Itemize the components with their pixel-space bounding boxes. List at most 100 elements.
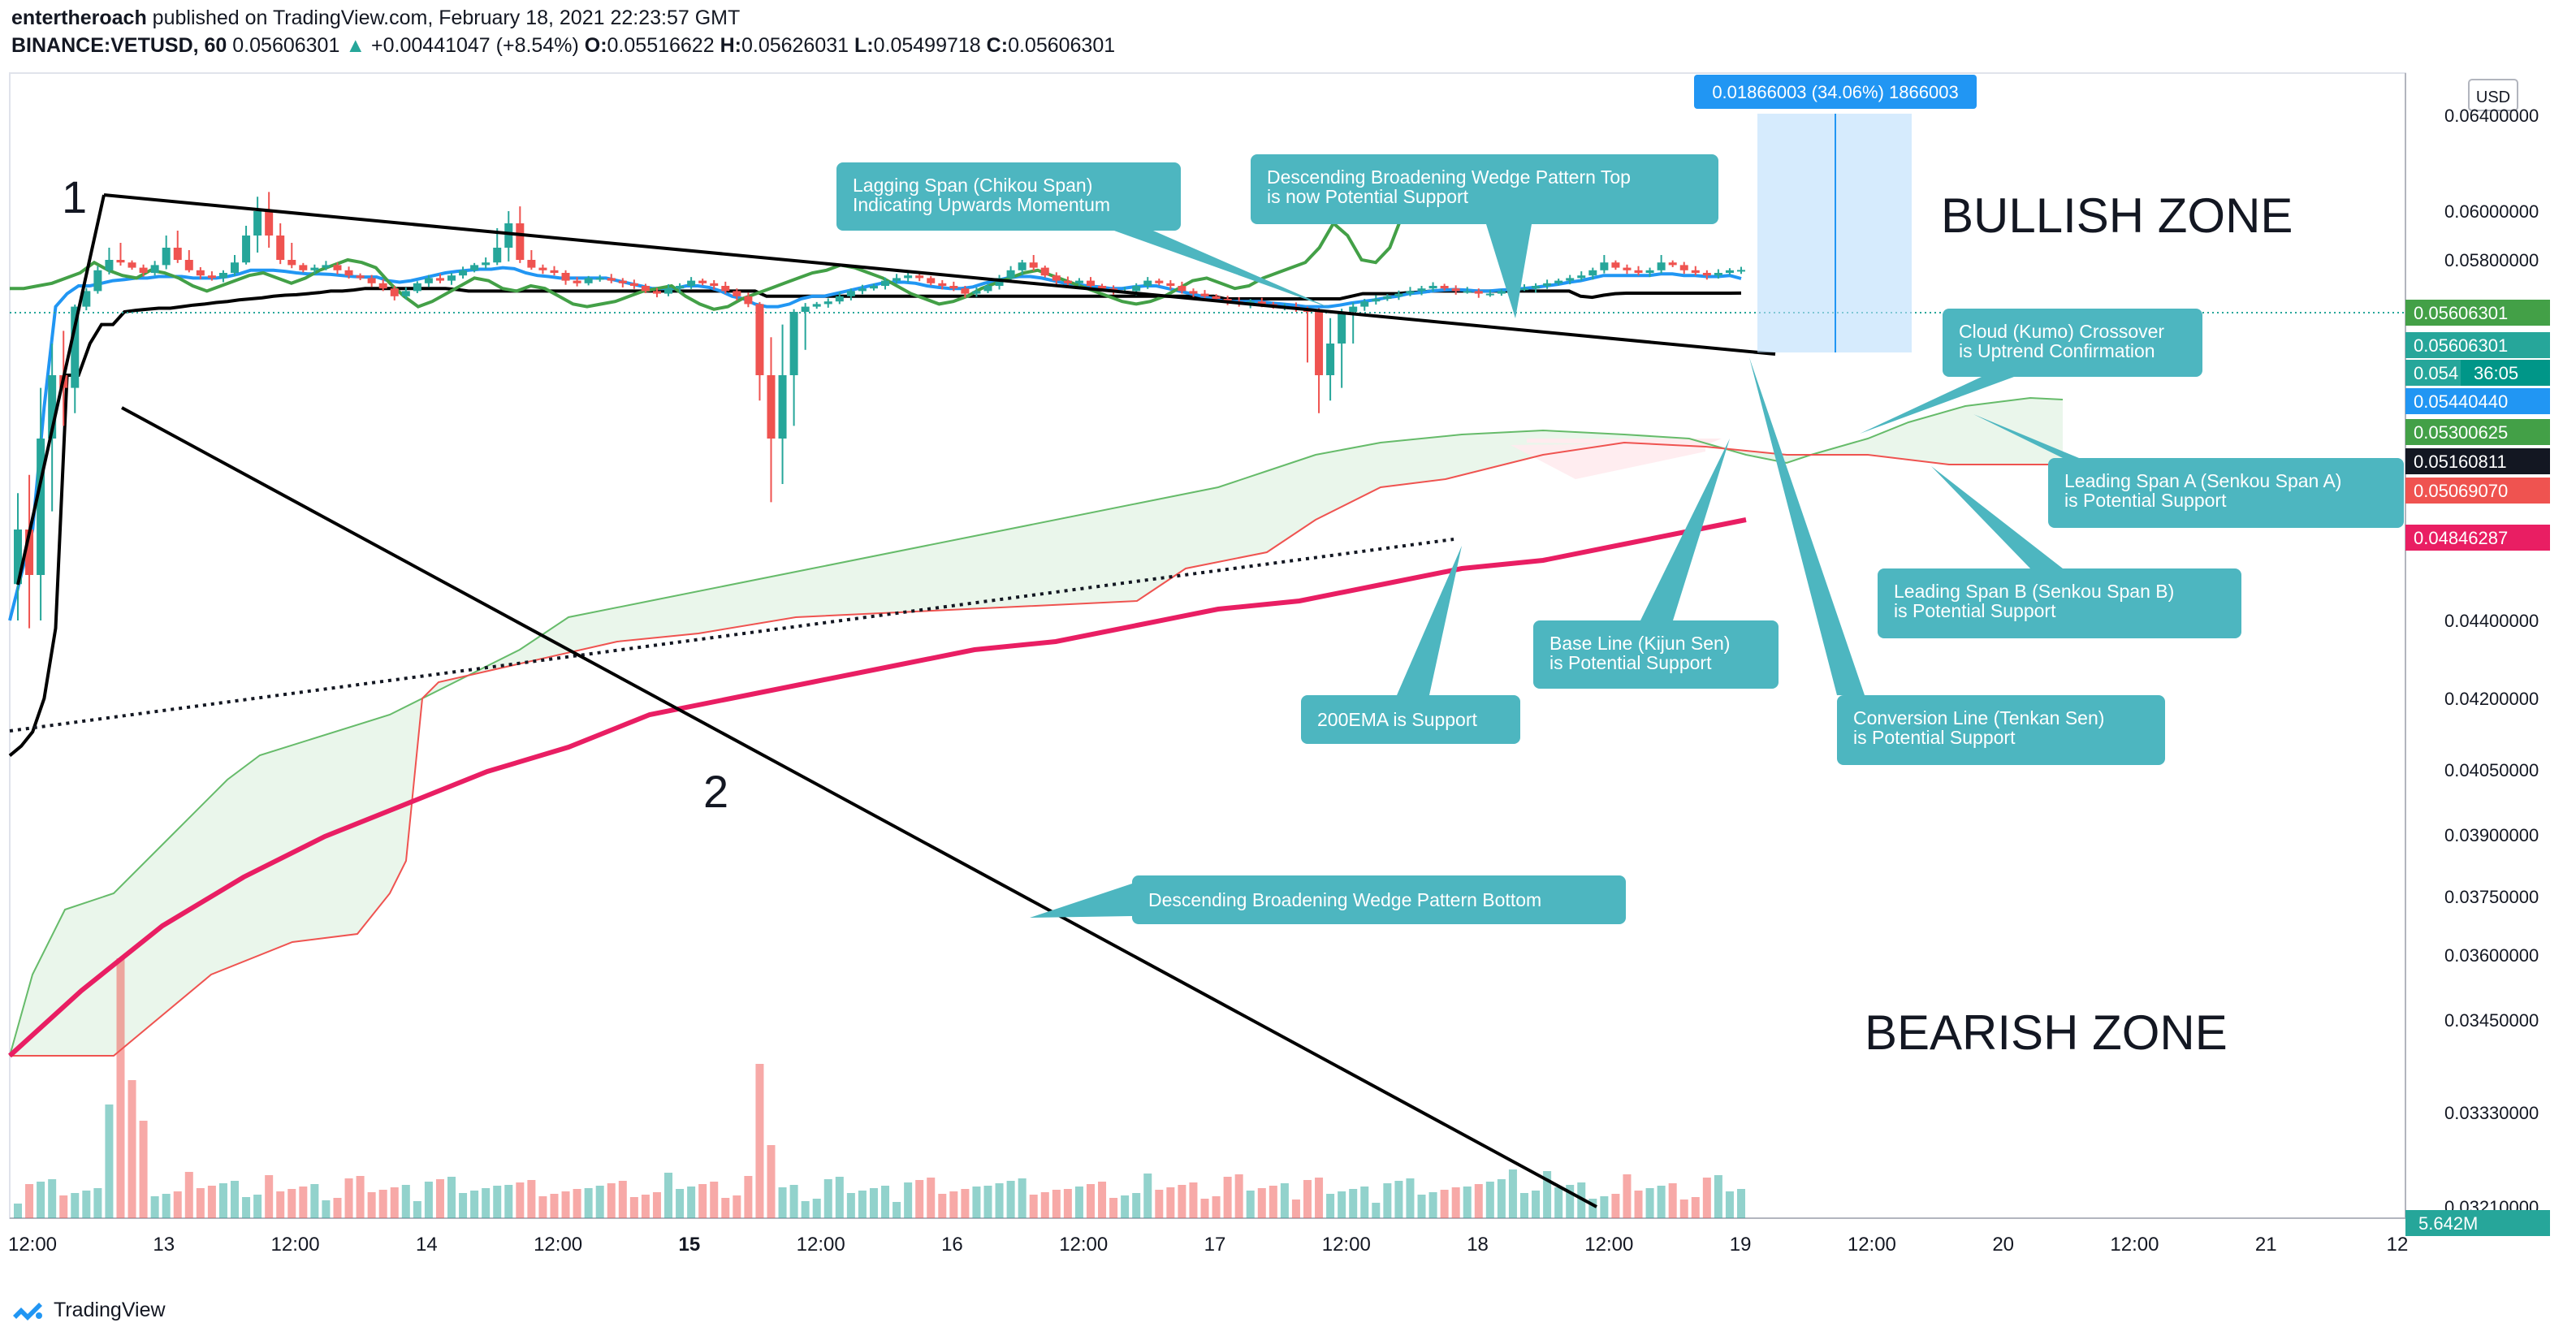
candle-body: [1166, 283, 1175, 286]
callout-text: Cloud (Kumo) Crossover is Uptrend Confirm…: [1959, 321, 2164, 361]
wedge-bottom-line: [121, 406, 1597, 1208]
time-tick: 12:00: [1059, 1234, 1108, 1256]
volume-bar: [242, 1197, 251, 1218]
callout-text: Leading Span A (Senkou Span A) is Potenti…: [2064, 470, 2341, 511]
time-tick: 13: [153, 1234, 175, 1256]
candle-body: [881, 280, 890, 286]
volume-bar: [1315, 1178, 1324, 1218]
candle-body: [755, 304, 764, 375]
low-value: 0.05499718: [873, 34, 981, 57]
candle-body: [1645, 270, 1654, 273]
candle-body: [687, 280, 696, 286]
callout-box: [1943, 309, 2202, 377]
candle-body: [1086, 280, 1095, 286]
volume-bar: [1223, 1177, 1232, 1218]
candle-body: [1394, 293, 1403, 296]
candle-body: [504, 223, 513, 248]
candle-body: [37, 439, 45, 575]
candle-body: [778, 375, 787, 439]
volume-bar: [196, 1188, 205, 1218]
time-tick: 14: [416, 1234, 438, 1256]
volume-bar: [59, 1195, 68, 1218]
volume-bar: [561, 1191, 570, 1218]
candle-body: [276, 236, 285, 260]
candle-body: [1360, 301, 1369, 307]
close-label: C:: [986, 34, 1009, 57]
candle-body: [1691, 270, 1700, 273]
volume-bar: [1623, 1174, 1632, 1218]
candle-body: [299, 265, 308, 270]
candle-body: [846, 291, 855, 296]
candle-body: [162, 248, 171, 266]
candle-body: [1532, 286, 1541, 289]
open-label: O:: [584, 34, 607, 57]
volume-bar: [1532, 1191, 1541, 1218]
callout-text: 200EMA is Support: [1317, 709, 1478, 730]
callout-line: Descending Broadening Wedge Pattern Top: [1267, 166, 1631, 188]
candle-body: [116, 260, 125, 263]
volume-bar: [1645, 1188, 1654, 1218]
candle-body: [1577, 275, 1586, 279]
callout-tail: [1749, 357, 1865, 695]
callout-box: [1301, 695, 1520, 744]
candle-body: [1566, 278, 1575, 281]
volume-bar: [1372, 1203, 1381, 1218]
volume-bar: [698, 1184, 707, 1218]
chart-header: entertheroach published on TradingView.c…: [11, 5, 2561, 62]
time-tick: 12:00: [1584, 1234, 1633, 1256]
volume-bar: [128, 1080, 136, 1218]
volume-bar: [504, 1185, 513, 1218]
callout-text: Descending Broadening Wedge Pattern Bott…: [1148, 889, 1541, 910]
volume-bar: [1052, 1190, 1061, 1218]
candle-body: [1132, 286, 1141, 292]
volume-bar: [858, 1191, 867, 1218]
last-price: 0.05606301: [232, 34, 340, 57]
candle-body: [401, 291, 410, 296]
candle-body: [538, 267, 547, 270]
volume-bar: [1691, 1197, 1700, 1218]
callout-line: Conversion Line (Tenkan Sen): [1853, 707, 2104, 728]
candle-body: [550, 270, 559, 273]
volume-bar: [893, 1202, 901, 1218]
callout-tail: [1931, 466, 2063, 568]
price-tick: 0.04050000: [2444, 760, 2539, 780]
symbol-name[interactable]: BINANCE:VETUSD, 60: [11, 34, 227, 57]
volume-bar: [82, 1191, 91, 1218]
candle-body: [527, 260, 536, 268]
author-name[interactable]: entertheroach: [11, 6, 147, 29]
candle-body: [801, 306, 810, 312]
volume-bar: [1121, 1195, 1130, 1218]
volume-bar: [1234, 1174, 1243, 1218]
time-tick: 12:00: [797, 1234, 845, 1256]
volume-bar: [527, 1180, 536, 1218]
time-tick: 12:00: [1848, 1234, 1896, 1256]
price-label-bg: [2405, 388, 2550, 414]
high-value: 0.05626031: [741, 34, 849, 57]
time-axis[interactable]: 12:00 13 12:00 14 12:00 15 12:00 16 12:00 17 12:00…: [8, 1234, 2408, 1256]
volume-bar: [881, 1186, 890, 1218]
bullish-zone-label: BULLISH ZONE: [1941, 188, 2293, 243]
candle-body: [139, 267, 148, 273]
candle-body: [242, 236, 251, 263]
ema-200-line: [7, 517, 1747, 1058]
volume-bar: [390, 1187, 399, 1218]
candle-body: [961, 288, 970, 294]
footer-logo-text[interactable]: TradingView: [54, 1298, 166, 1321]
volume-bar: [1360, 1187, 1369, 1218]
candle-body: [459, 270, 468, 276]
time-tick: 17: [1204, 1234, 1226, 1256]
candle-body: [1143, 280, 1152, 286]
volume-bar: [265, 1175, 274, 1218]
volume-bar: [367, 1192, 376, 1218]
volume-bar: [1463, 1187, 1472, 1218]
volume-bar: [356, 1176, 365, 1218]
price-tick: 0.03450000: [2444, 1010, 2539, 1031]
volume-bar: [1338, 1191, 1346, 1218]
time-tick: 21: [2255, 1234, 2277, 1256]
candle-body: [789, 312, 798, 375]
callout-box: [1533, 620, 1779, 689]
low-label: L:: [854, 34, 874, 57]
price-axis[interactable]: USD0.064000000.060000000.058000000.04800…: [2405, 79, 2550, 1236]
candle-body: [1519, 288, 1528, 291]
